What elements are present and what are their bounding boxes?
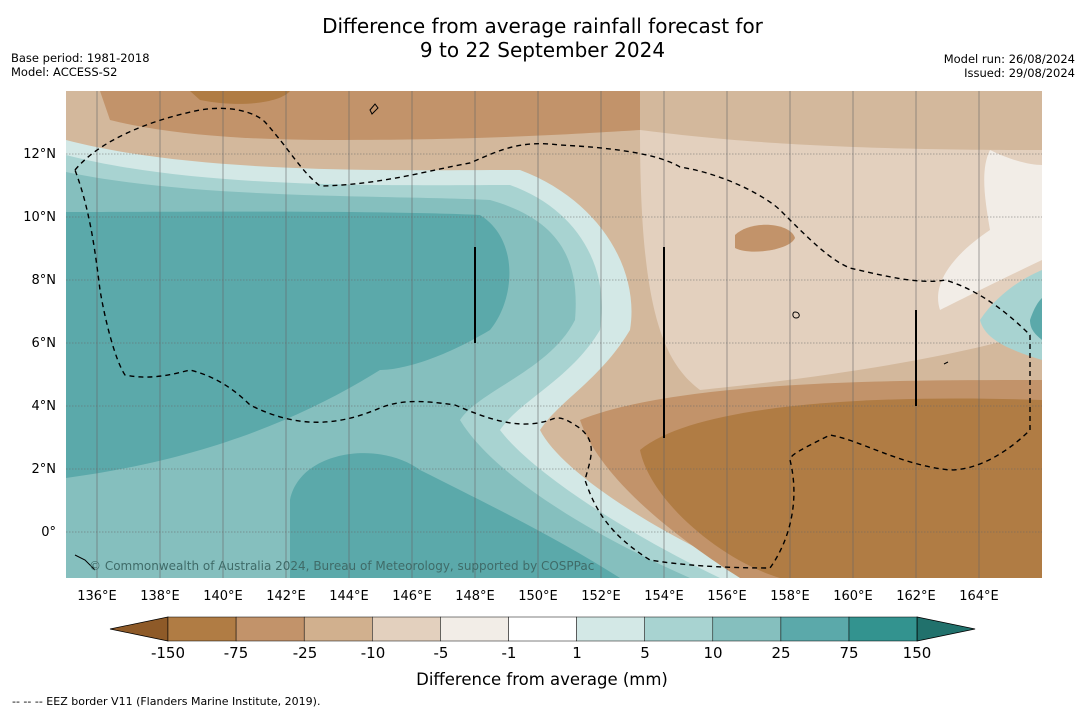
colorbar-labels: -150 -75 -25 -10 -5 -1 1 5 10 25 75 150 <box>151 644 931 662</box>
lon-tick: 144°E <box>329 589 369 604</box>
lon-tick: 156°E <box>707 589 747 604</box>
colorbar-segment <box>576 616 645 642</box>
lon-tick: 150°E <box>518 589 558 604</box>
colorbar-segment <box>508 616 577 642</box>
base-period: Base period: 1981-2018 <box>11 51 150 65</box>
colorbar-tick: 10 <box>703 644 722 662</box>
lat-tick: 12°N <box>23 147 56 162</box>
lat-tick: 10°N <box>23 210 56 225</box>
meta-left: Base period: 1981-2018 Model: ACCESS-S2 <box>11 51 150 79</box>
colorbar-tick: -5 <box>434 644 449 662</box>
colorbar-tick: -150 <box>151 644 185 662</box>
contour-east-teal <box>980 270 1042 360</box>
colorbar-segment <box>712 616 782 642</box>
colorbar-tick: 5 <box>640 644 650 662</box>
contour-east-teal-dark <box>1030 298 1042 340</box>
contour-east-pale <box>938 150 1042 310</box>
lat-tick: 6°N <box>32 336 57 351</box>
colorbar-segment <box>644 616 714 642</box>
map-area <box>66 91 1042 578</box>
colorbar-segment <box>235 616 305 642</box>
lon-axis: 136°E 138°E 140°E 142°E 144°E 146°E 148°… <box>77 589 999 604</box>
grid-lines <box>66 91 1042 578</box>
colorbar-tick: -25 <box>293 644 318 662</box>
lon-tick: 136°E <box>77 589 117 604</box>
meta-right: Model run: 26/08/2024 Issued: 29/08/2024 <box>944 52 1075 80</box>
colorbar-segment <box>372 616 441 642</box>
map-title: Difference from average rainfall forecas… <box>0 14 1085 62</box>
title-line-1: Difference from average rainfall forecas… <box>322 14 763 38</box>
island-outlines <box>74 103 949 571</box>
issued-date: Issued: 29/08/2024 <box>964 66 1075 80</box>
colorbar-segment <box>303 616 373 642</box>
colorbar-tick: 150 <box>903 644 932 662</box>
colorbar-tick: 25 <box>771 644 790 662</box>
colorbar-tick: -10 <box>361 644 386 662</box>
colorbar-tick: 75 <box>839 644 858 662</box>
contour-ne-patch <box>735 224 795 252</box>
colorbar-title: Difference from average (mm) <box>416 670 668 689</box>
colorbar-segment <box>848 616 918 642</box>
lon-tick: 148°E <box>455 589 495 604</box>
lon-tick: 164°E <box>959 589 999 604</box>
lat-tick: 0° <box>41 525 56 540</box>
lon-tick: 162°E <box>896 589 936 604</box>
contour-se-brown <box>640 398 1042 578</box>
contour-nw-dark <box>190 91 290 104</box>
lon-tick: 154°E <box>644 589 684 604</box>
contour-west-teal-dark <box>66 211 510 479</box>
model-run: Model run: 26/08/2024 <box>943 52 1075 66</box>
colorbar-tick: 1 <box>572 644 582 662</box>
colorbar-segment <box>167 616 237 642</box>
colorbar <box>109 616 976 642</box>
colorbar-extend-low <box>109 616 169 642</box>
lon-tick: 140°E <box>203 589 243 604</box>
lon-tick: 146°E <box>392 589 432 604</box>
marker-bars <box>474 247 917 438</box>
title-line-2: 9 to 22 September 2024 <box>419 38 666 62</box>
colorbar-segment <box>780 616 850 642</box>
lat-tick: 4°N <box>32 399 57 414</box>
lon-tick: 160°E <box>833 589 873 604</box>
contour-south-teal-dark <box>290 453 620 578</box>
lat-tick: 8°N <box>32 273 57 288</box>
footnote: -- -- -- EEZ border V11 (Flanders Marine… <box>12 695 321 708</box>
colorbar-extend-high <box>916 616 976 642</box>
lon-tick: 158°E <box>770 589 810 604</box>
lon-tick: 142°E <box>266 589 306 604</box>
colorbar-tick: -1 <box>502 644 517 662</box>
lat-axis: 12°N 10°N 8°N 6°N 4°N 2°N 0° <box>23 147 56 540</box>
contour-east-light <box>640 130 1042 390</box>
lon-tick: 152°E <box>581 589 621 604</box>
colorbar-segment <box>440 616 509 642</box>
lon-tick: 138°E <box>140 589 180 604</box>
copyright-text: © Commonwealth of Australia 2024, Bureau… <box>89 559 594 573</box>
colorbar-tick: -75 <box>224 644 249 662</box>
lat-tick: 2°N <box>32 462 57 477</box>
model-name: Model: ACCESS-S2 <box>11 65 118 79</box>
eez-border <box>74 107 1031 569</box>
